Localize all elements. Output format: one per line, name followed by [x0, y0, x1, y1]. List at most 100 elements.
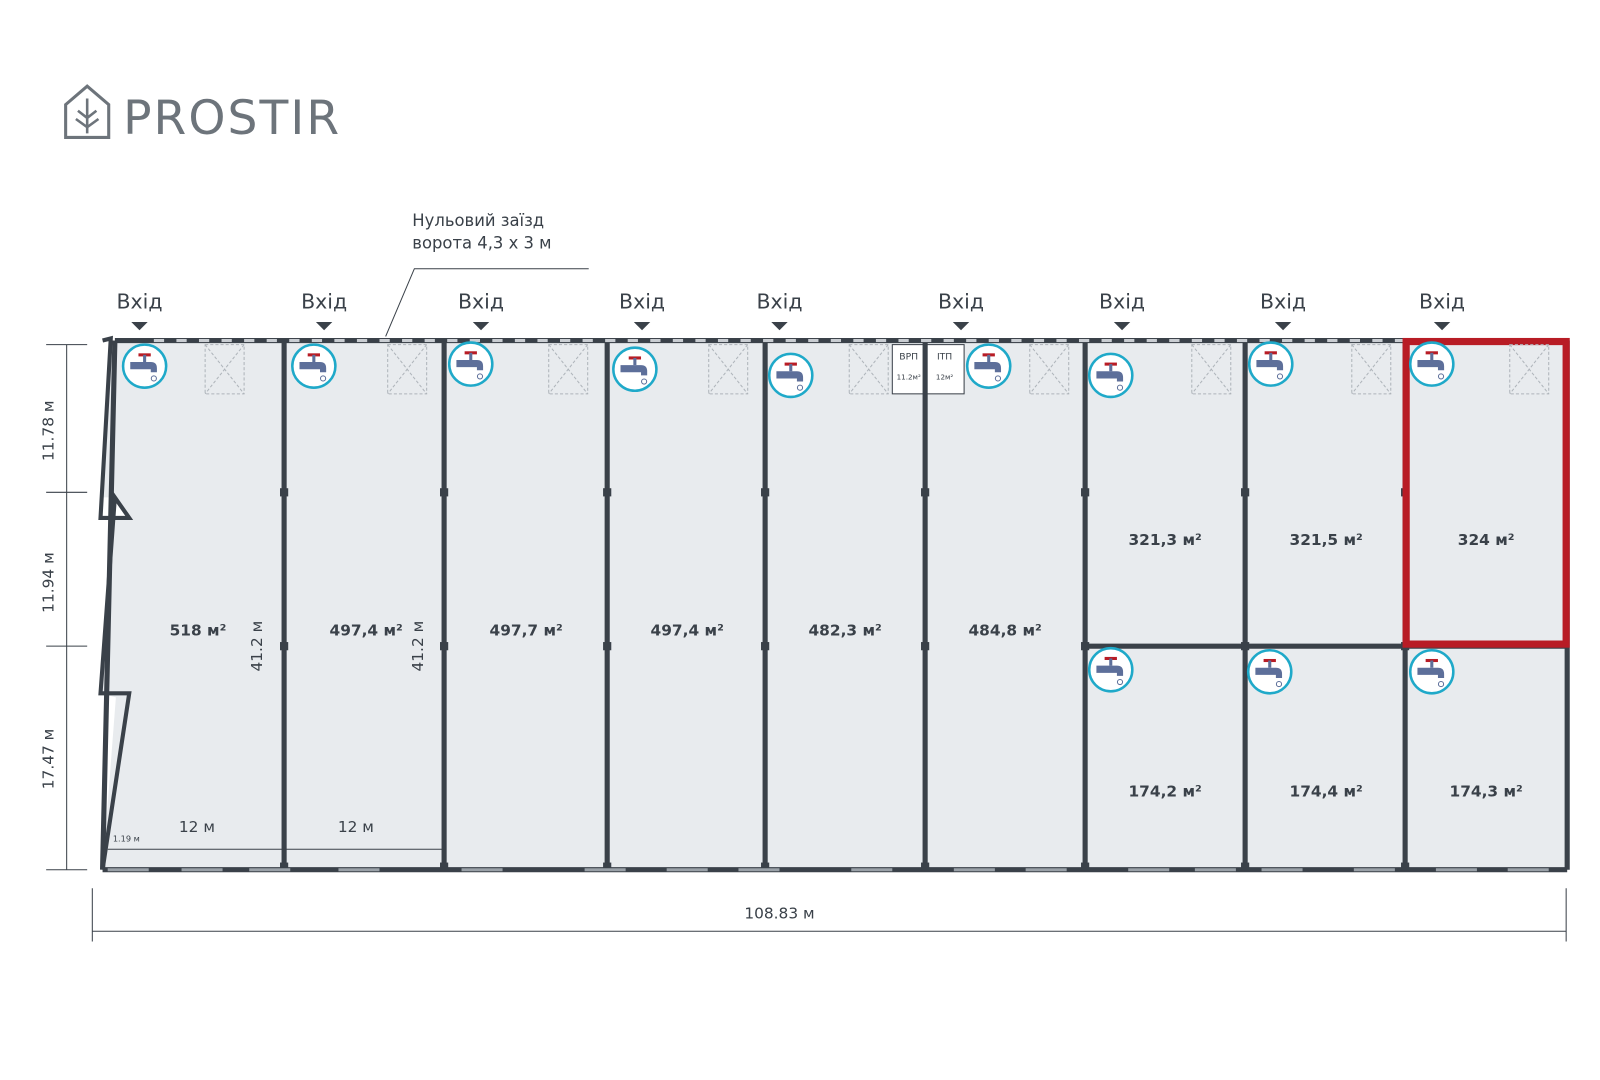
shaft-cross: [1509, 344, 1550, 395]
column: [280, 862, 289, 871]
shaft-box: [1191, 344, 1232, 395]
entrance-arrow: [952, 322, 970, 331]
unit-area: 482,3 м²: [808, 621, 881, 639]
shaft: [1351, 344, 1392, 395]
water-tap-icon: [767, 352, 814, 399]
tap-body: [130, 362, 157, 373]
tap-body: [456, 360, 484, 371]
shaft: [1191, 344, 1232, 395]
water-tap-icon: [965, 343, 1012, 389]
entrance-arrow: [315, 322, 333, 331]
column: [280, 488, 289, 497]
dimension-label: 1.19 м: [113, 833, 140, 843]
dimension-label: 12 м: [179, 818, 215, 836]
column: [761, 862, 770, 871]
shaft-cross: [848, 344, 889, 395]
unit-area: 484,8 м²: [968, 621, 1041, 639]
unit-area: 497,4 м²: [330, 621, 403, 639]
tap-body: [1417, 360, 1445, 371]
tap-body: [299, 362, 327, 373]
water-tap-icon: [121, 343, 168, 389]
logo-text: PROSTIR: [123, 91, 341, 146]
dimension-line: [46, 344, 88, 871]
tech-room-name: ІТП: [937, 351, 952, 362]
column: [280, 642, 289, 651]
tap-drop: [476, 373, 484, 380]
water-tap-icon: [1246, 648, 1293, 695]
unit-area: 518 м²: [170, 621, 227, 639]
entrance-label: Вхід: [301, 290, 347, 314]
dimension-label: 11.94 м: [40, 552, 58, 613]
tech-room-name: ВРП: [899, 351, 918, 362]
shaft: [708, 344, 749, 395]
shaft-box: [1351, 344, 1392, 395]
logo: PROSTIR: [64, 84, 341, 146]
unit-area: 324 м²: [1458, 531, 1515, 549]
annotation-line: ворота 4,3 х 3 м: [412, 234, 551, 253]
tap-body: [1096, 665, 1124, 676]
unit-area: 174,4 м²: [1290, 782, 1363, 800]
water-tap-icon: [612, 346, 658, 393]
column: [603, 862, 612, 871]
column: [921, 642, 930, 651]
column: [440, 642, 449, 651]
entrance-arrow: [131, 322, 148, 331]
shaft-cross: [1351, 344, 1392, 395]
shaft-box: [387, 344, 428, 395]
column: [440, 488, 449, 497]
column: [1081, 862, 1090, 871]
entrance-label: Вхід: [938, 290, 984, 314]
tap-body: [974, 362, 1002, 373]
dimension-label: 41.2 м: [409, 621, 427, 672]
entrance-arrow: [1274, 322, 1292, 331]
facade: [98, 335, 134, 871]
column: [603, 488, 612, 497]
shaft-box: [204, 344, 245, 395]
column: [603, 642, 612, 651]
column: [1241, 488, 1250, 497]
tech-room-area: 12м²: [936, 372, 954, 381]
column: [440, 862, 449, 871]
tap-body: [1096, 371, 1124, 382]
entrance-label: Вхід: [116, 290, 162, 314]
column: [1241, 642, 1250, 651]
water-tap-icon: [1408, 648, 1455, 695]
unit-area: 497,4 м²: [651, 621, 724, 639]
tap-drop: [1437, 681, 1445, 688]
logo-icon: [64, 84, 111, 139]
entrance-label: Вхід: [756, 290, 802, 314]
column: [1241, 862, 1250, 871]
tap-drop: [641, 378, 648, 385]
column: [921, 488, 930, 497]
shaft-cross: [548, 344, 589, 395]
tap-drop: [319, 375, 327, 382]
shaft-box: [1029, 344, 1070, 395]
tap-body: [1256, 360, 1284, 371]
dimension-line: [91, 848, 1567, 942]
shaft: [548, 344, 589, 395]
selected-unit[interactable]: [1402, 337, 1570, 648]
tech-room: [925, 344, 965, 395]
column: [761, 488, 770, 497]
dimension-label: 12 м: [338, 818, 374, 836]
tap-body: [776, 371, 804, 382]
column: [1401, 862, 1410, 871]
unit-area: 321,3 м²: [1128, 531, 1201, 549]
unit-area: 174,2 м²: [1128, 782, 1201, 800]
floor: [100, 340, 1568, 870]
tap-drop: [1275, 681, 1283, 688]
tap-body: [1417, 667, 1445, 678]
tap-drop: [150, 375, 157, 382]
dimension-label: 108.83 м: [744, 904, 814, 922]
shaft-cross: [1191, 344, 1232, 395]
shaft-cross: [708, 344, 749, 395]
unit-area: 497,7 м²: [490, 621, 563, 639]
tech-room: [891, 344, 926, 395]
shaft-box: [1509, 344, 1550, 395]
dimension-label: 17.47 м: [40, 729, 58, 790]
water-tap-icon: [1087, 646, 1134, 693]
tech-room-area: 11.2м²: [897, 372, 921, 381]
annotation-line: Нульовий заїзд: [412, 211, 544, 230]
water-tap-icon: [1087, 352, 1134, 399]
tap-drop: [994, 375, 1002, 382]
